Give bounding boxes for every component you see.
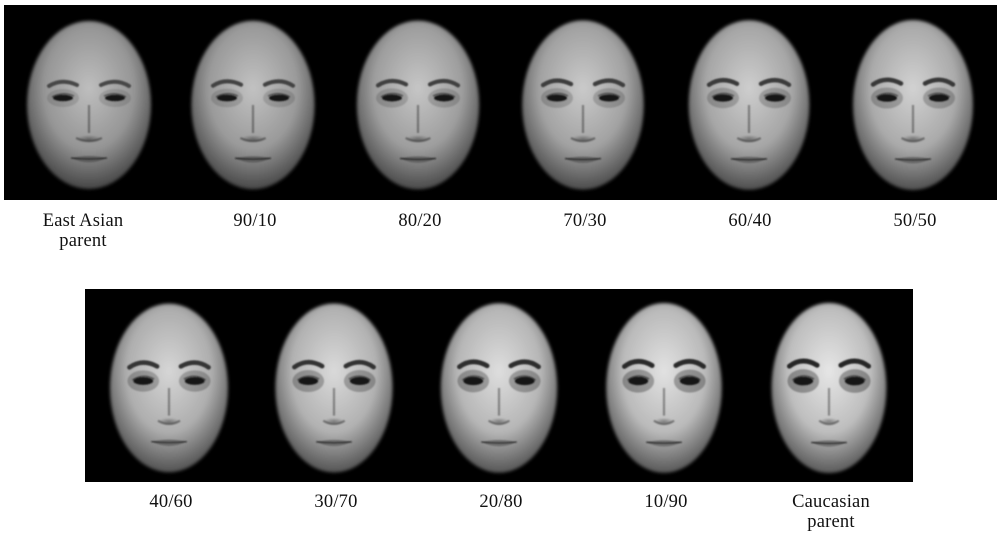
face-label: 40/60 bbox=[149, 492, 193, 512]
eye bbox=[463, 376, 484, 386]
eye bbox=[349, 377, 370, 386]
face-image bbox=[356, 20, 480, 190]
eye bbox=[877, 94, 897, 102]
face-label: 60/40 bbox=[728, 211, 772, 231]
eyebrow bbox=[621, 358, 655, 369]
face-image bbox=[522, 20, 644, 190]
face-label: 20/80 bbox=[479, 492, 523, 512]
eye bbox=[765, 94, 785, 102]
eyebrow bbox=[838, 358, 872, 369]
morph-strip-top bbox=[4, 5, 997, 200]
face-photo-10-90 bbox=[587, 289, 741, 482]
face-label: 80/20 bbox=[398, 211, 442, 231]
face-image bbox=[606, 303, 722, 473]
face-label: 10/90 bbox=[644, 492, 688, 512]
face-image bbox=[27, 21, 151, 189]
face-oval bbox=[356, 20, 480, 190]
eye bbox=[929, 94, 949, 102]
eyebrow bbox=[427, 78, 461, 88]
eyebrow bbox=[343, 359, 376, 370]
eye bbox=[628, 376, 649, 386]
eye bbox=[679, 376, 700, 386]
face-label: East Asian parent bbox=[42, 211, 124, 251]
eye bbox=[53, 94, 73, 102]
eyebrow bbox=[210, 79, 244, 88]
face-image bbox=[853, 20, 973, 190]
eye bbox=[184, 377, 205, 385]
face-label: 30/70 bbox=[314, 492, 358, 512]
face-image bbox=[110, 303, 228, 473]
eye bbox=[217, 94, 237, 102]
face-oval bbox=[771, 302, 887, 474]
eyebrow bbox=[706, 77, 740, 87]
eyebrow bbox=[47, 79, 79, 88]
face-photo-80-20 bbox=[341, 5, 495, 200]
face-image bbox=[275, 303, 393, 473]
face-photo-caucasian-parent bbox=[752, 289, 906, 482]
face-oval bbox=[606, 303, 722, 473]
face-photo-east-asian-parent bbox=[12, 5, 166, 200]
eye bbox=[133, 377, 154, 385]
face-label: 50/50 bbox=[893, 211, 937, 231]
eyebrow bbox=[673, 358, 707, 369]
face-image bbox=[688, 20, 810, 190]
eyebrow bbox=[178, 360, 211, 370]
eye bbox=[105, 94, 125, 102]
eyebrow bbox=[262, 79, 296, 88]
eye bbox=[844, 376, 865, 386]
eye bbox=[514, 376, 535, 386]
eyebrow bbox=[457, 359, 490, 370]
eyebrow bbox=[870, 77, 904, 87]
eye bbox=[298, 377, 319, 386]
face-label: Caucasian parent bbox=[792, 492, 870, 532]
eyebrow bbox=[127, 360, 160, 370]
eye bbox=[713, 94, 733, 102]
eyebrow bbox=[99, 79, 131, 88]
eyebrow bbox=[540, 78, 574, 88]
eye bbox=[382, 94, 402, 102]
face-photo-90-10 bbox=[176, 5, 330, 200]
eyebrow bbox=[508, 359, 541, 370]
face-photo-30-70 bbox=[257, 289, 411, 482]
eyebrow bbox=[758, 77, 792, 87]
face-label: 90/10 bbox=[233, 211, 277, 231]
eye bbox=[793, 376, 814, 386]
eyebrow bbox=[922, 77, 956, 87]
eyebrow bbox=[592, 78, 626, 88]
eyebrow bbox=[292, 359, 325, 370]
face-photo-70-30 bbox=[506, 5, 660, 200]
eye bbox=[599, 94, 619, 102]
face-photo-60-40 bbox=[672, 5, 826, 200]
face-image bbox=[771, 302, 887, 474]
eyebrow bbox=[375, 78, 409, 88]
morph-strip-bottom bbox=[85, 289, 913, 482]
eye bbox=[434, 94, 454, 102]
eyebrow bbox=[786, 358, 820, 369]
face-label: 70/30 bbox=[563, 211, 607, 231]
face-oval bbox=[110, 303, 228, 473]
face-photo-20-80 bbox=[422, 289, 576, 482]
face-photo-40-60 bbox=[92, 289, 246, 482]
face-photo-50-50 bbox=[836, 5, 990, 200]
face-image bbox=[440, 303, 558, 473]
eye bbox=[547, 94, 567, 102]
eye bbox=[269, 94, 289, 102]
face-image bbox=[191, 20, 315, 190]
